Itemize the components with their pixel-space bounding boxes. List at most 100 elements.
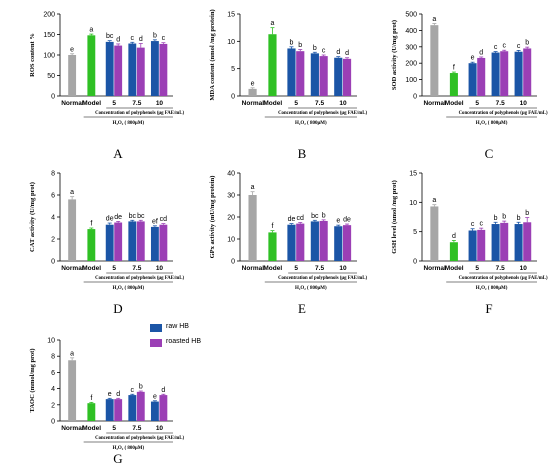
y-tick-label: 6 — [51, 370, 55, 377]
y-tick-label: 15 — [227, 12, 235, 19]
panel-letter: D — [113, 301, 122, 316]
h2o2-label: H₂O₂ ( 800μM) — [112, 446, 144, 451]
significance-letter: f — [453, 65, 455, 72]
significance-letter: a — [432, 197, 436, 204]
x-tick-label: 5 — [112, 265, 116, 272]
panel-letter: F — [485, 301, 492, 316]
bar — [128, 43, 137, 96]
y-tick-label: 8 — [51, 354, 55, 361]
concentration-label: Concentration of polyphenols (μg FAE/mL) — [459, 276, 548, 281]
x-tick-label: Normal — [242, 265, 265, 272]
significance-letter: d — [161, 387, 165, 394]
significance-letter: d — [479, 49, 483, 56]
bar — [319, 220, 328, 261]
y-tick-label: 50 — [47, 73, 55, 80]
chart-panel-d: 0 2 4 6 8 CAT activity (U/mg prot) a Normal f Mod… — [29, 171, 185, 317]
significance-letter: e — [70, 46, 74, 53]
h2o2-label: H₂O₂ ( 800μM) — [476, 121, 508, 126]
x-tick-label: 5 — [112, 100, 116, 107]
bar — [514, 51, 523, 96]
y-tick-label: 200 — [405, 61, 417, 68]
significance-letter: b — [290, 39, 294, 46]
significance-letter: b — [494, 215, 498, 222]
y-axis-label: MDA content (nmol /mg protein) — [209, 9, 216, 100]
panel-letter: E — [298, 301, 306, 316]
significance-letter: de — [288, 216, 296, 223]
y-tick-label: 100 — [43, 53, 55, 60]
bar — [319, 56, 328, 96]
x-tick-label: Normal — [242, 100, 265, 107]
significance-letter: c — [162, 35, 166, 42]
bar — [150, 41, 159, 96]
significance-letter: bc — [137, 213, 145, 220]
bar — [159, 395, 168, 421]
x-tick-label: 7.5 — [496, 100, 505, 107]
y-tick-label: 6 — [51, 193, 55, 200]
concentration-label: Concentration of polyphenols (μg FAE/mL) — [95, 436, 184, 441]
bar — [128, 395, 137, 421]
x-tick-label: Model — [263, 100, 282, 107]
x-tick-label: 10 — [156, 265, 164, 272]
bar — [114, 45, 123, 96]
bar — [268, 232, 277, 261]
significance-letter: d — [452, 233, 456, 240]
y-tick-label: 0 — [231, 259, 235, 266]
bar — [296, 223, 305, 261]
concentration-label: Concentration of polyphenols (μg FAE/mL) — [459, 111, 548, 116]
significance-letter: c — [502, 43, 506, 50]
bar — [114, 222, 123, 261]
significance-letter: f — [271, 223, 273, 230]
bar — [159, 43, 168, 96]
significance-letter: c — [471, 221, 475, 228]
concentration-label: Concentration of polyphenols (μg FAE/mL) — [95, 111, 184, 116]
significance-letter: de — [106, 216, 114, 223]
significance-letter: b — [525, 40, 529, 47]
bar — [287, 224, 296, 261]
x-tick-label: Model — [82, 265, 101, 272]
y-tick-label: 10 — [47, 338, 55, 345]
y-tick-label: 0 — [413, 94, 417, 101]
x-tick-label: 7.5 — [496, 265, 505, 272]
x-tick-label: 10 — [156, 425, 164, 432]
y-tick-label: 150 — [43, 32, 55, 39]
significance-letter: c — [517, 43, 521, 50]
significance-letter: d — [116, 36, 120, 43]
bar — [268, 34, 277, 96]
bar — [105, 399, 114, 421]
x-tick-label: 10 — [339, 265, 347, 272]
panel-letter: G — [113, 451, 122, 466]
bar — [248, 88, 257, 96]
significance-letter: f — [90, 221, 92, 228]
significance-letter: b — [525, 210, 529, 217]
significance-letter: f — [90, 395, 92, 402]
x-tick-label: Normal — [61, 425, 84, 432]
y-tick-label: 500 — [405, 12, 417, 19]
bar — [468, 63, 477, 96]
x-tick-label: Normal — [423, 265, 446, 272]
significance-letter: b — [502, 214, 506, 221]
y-tick-label: 4 — [51, 386, 55, 393]
significance-letter: e — [108, 391, 112, 398]
bar — [523, 222, 532, 261]
x-tick-label: Normal — [61, 100, 84, 107]
significance-letter: d — [139, 36, 143, 43]
x-tick-label: 10 — [339, 100, 347, 107]
bar — [150, 226, 159, 261]
legend-label-raw-hb: raw HB — [166, 323, 189, 330]
y-tick-label: 8 — [51, 171, 55, 178]
y-tick-label: 2 — [51, 237, 55, 244]
significance-letter: e — [251, 80, 255, 87]
significance-letter: e — [471, 55, 475, 62]
x-tick-label: 5 — [475, 100, 479, 107]
significance-letter: d — [116, 391, 120, 398]
bar — [449, 73, 458, 96]
x-tick-label: Normal — [61, 265, 84, 272]
concentration-label: Concentration of polyphenols (μg FAE/mL) — [95, 276, 184, 281]
bar — [477, 57, 486, 96]
significance-letter: de — [343, 217, 351, 224]
significance-letter: bc — [106, 33, 114, 40]
bar — [68, 199, 77, 261]
y-tick-label: 2 — [51, 402, 55, 409]
x-tick-label: 5 — [112, 425, 116, 432]
